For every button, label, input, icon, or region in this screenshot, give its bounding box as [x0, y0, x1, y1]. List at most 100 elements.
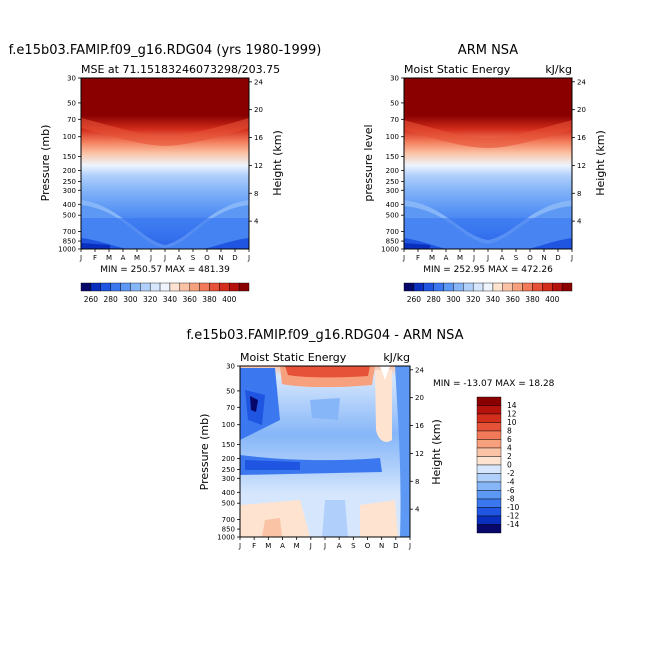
pressure-tick-label: 300 [222, 475, 235, 483]
month-tick-label: J [570, 254, 573, 262]
colorbar-label: -14 [507, 520, 519, 529]
panel-model: f.e15b03.FAMIP.f09_g16.RDG04 (yrs 1980-1… [9, 43, 322, 275]
month-tick-label: J [309, 542, 312, 550]
colorbar-cell [542, 282, 553, 292]
colorbar-label: 300 [123, 295, 138, 304]
colorbar-label: 14 [507, 401, 517, 410]
height-tick-label: 4 [254, 218, 259, 226]
colorbar-cell [476, 507, 502, 517]
pressure-tick-label: 700 [386, 228, 399, 236]
panel-diff-ylabel: Pressure (mb) [198, 414, 211, 491]
pressure-tick-label: 100 [386, 133, 399, 141]
colorbar-label: -8 [507, 495, 515, 504]
month-tick-label: J [163, 254, 166, 262]
height-tick-label: 4 [577, 218, 582, 226]
colorbar-cell [476, 464, 502, 474]
colorbar-label: 280 [426, 295, 441, 304]
colorbar-cell [423, 282, 434, 292]
colorbar-cell [482, 282, 494, 292]
month-tick-label: J [323, 542, 326, 550]
panel-obs-title: ARM NSA [458, 43, 518, 58]
colorbar-label: -4 [507, 478, 515, 487]
colorbar-cell [179, 282, 190, 292]
pressure-tick-label: 700 [63, 228, 76, 236]
month-tick-label: M [294, 542, 300, 550]
pressure-tick-label: 850 [386, 238, 399, 246]
month-tick-label: F [416, 254, 420, 262]
colorbar-cell [476, 405, 502, 415]
pressure-tick-label: 300 [63, 187, 76, 195]
panel-diff-units: kJ/kg [383, 351, 410, 364]
pressure-tick-label: 700 [222, 516, 235, 524]
colorbar-cell [476, 396, 502, 406]
pressure-tick-label: 500 [63, 212, 76, 220]
month-tick-label: A [337, 542, 342, 550]
pressure-tick-label: 100 [222, 421, 235, 429]
panel-obs-stats: MIN = 252.95 MAX = 472.26 [423, 265, 553, 275]
pressure-tick-label: 200 [386, 167, 399, 175]
pressure-tick-label: 30 [390, 75, 399, 83]
height-tick-label: 20 [577, 106, 586, 114]
colorbar-label: 400 [545, 295, 560, 304]
height-tick-label: 24 [577, 78, 586, 86]
pressure-tick-label: 400 [222, 489, 235, 497]
colorbar-cell [476, 524, 502, 534]
month-tick-label: J [238, 542, 241, 550]
month-tick-label: A [177, 254, 182, 262]
pressure-tick-label: 250 [63, 178, 76, 186]
month-tick-label: O [365, 542, 371, 550]
colorbar-cell [229, 282, 240, 292]
height-tick-label: 20 [415, 394, 424, 402]
month-tick-label: A [500, 254, 505, 262]
month-tick-label: N [218, 254, 223, 262]
colorbar-cell [413, 282, 424, 292]
height-tick-label: 8 [254, 190, 258, 198]
month-tick-label: J [402, 254, 405, 262]
colorbar-label: -12 [507, 512, 519, 521]
colorbar-label: 320 [143, 295, 158, 304]
colorbar-label: 10 [507, 418, 517, 427]
month-tick-label: O [527, 254, 533, 262]
colorbar-label: 260 [84, 295, 99, 304]
colorbar-cell [476, 447, 502, 457]
colorbar-cell [110, 282, 121, 292]
pressure-tick-label: 70 [390, 116, 399, 124]
colorbar-cell [463, 282, 474, 292]
panel-model-field [81, 78, 249, 249]
panel-obs-units: kJ/kg [545, 63, 572, 76]
colorbar-cell [476, 439, 502, 449]
pressure-tick-label: 30 [67, 75, 76, 83]
colorbar-cell [476, 456, 502, 466]
pressure-tick-label: 1000 [58, 246, 76, 254]
colorbar-cell [552, 282, 563, 292]
colorbar-cell [90, 282, 101, 292]
colorbar-label: 340 [486, 295, 501, 304]
height-tick-label: 4 [415, 506, 420, 514]
height-tick-label: 12 [415, 450, 424, 458]
panel-obs-axes: J F M A M J J A S O N D J305070100150200250300400500… [381, 75, 586, 263]
colorbar-cell [476, 490, 502, 500]
pressure-tick-label: 50 [67, 99, 76, 107]
colorbar-cell [130, 282, 141, 292]
month-tick-label: F [93, 254, 97, 262]
month-tick-label: J [472, 254, 475, 262]
panel-diff: f.e15b03.FAMIP.f09_g16.RDG04 - ARM NSA M… [187, 328, 555, 550]
pressure-tick-label: 300 [386, 187, 399, 195]
month-tick-label: J [408, 542, 411, 550]
pressure-tick-label: 250 [222, 466, 235, 474]
month-tick-label: J [486, 254, 489, 262]
colorbar-label: 4 [507, 444, 512, 453]
panel-model-title: f.e15b03.FAMIP.f09_g16.RDG04 (yrs 1980-1… [9, 43, 322, 58]
colorbar-cell [80, 282, 92, 292]
colorbar-cell [169, 282, 181, 292]
pressure-tick-label: 1000 [381, 246, 399, 254]
panel-obs: ARM NSA Moist Static Energy kJ/kg pressu… [362, 43, 607, 275]
month-tick-label: D [555, 254, 560, 262]
month-tick-label: A [280, 542, 285, 550]
panel-obs-subtitle: Moist Static Energy [404, 63, 511, 76]
pressure-tick-label: 150 [63, 153, 76, 161]
colorbar-cell [476, 473, 502, 483]
pressure-tick-label: 400 [386, 201, 399, 209]
